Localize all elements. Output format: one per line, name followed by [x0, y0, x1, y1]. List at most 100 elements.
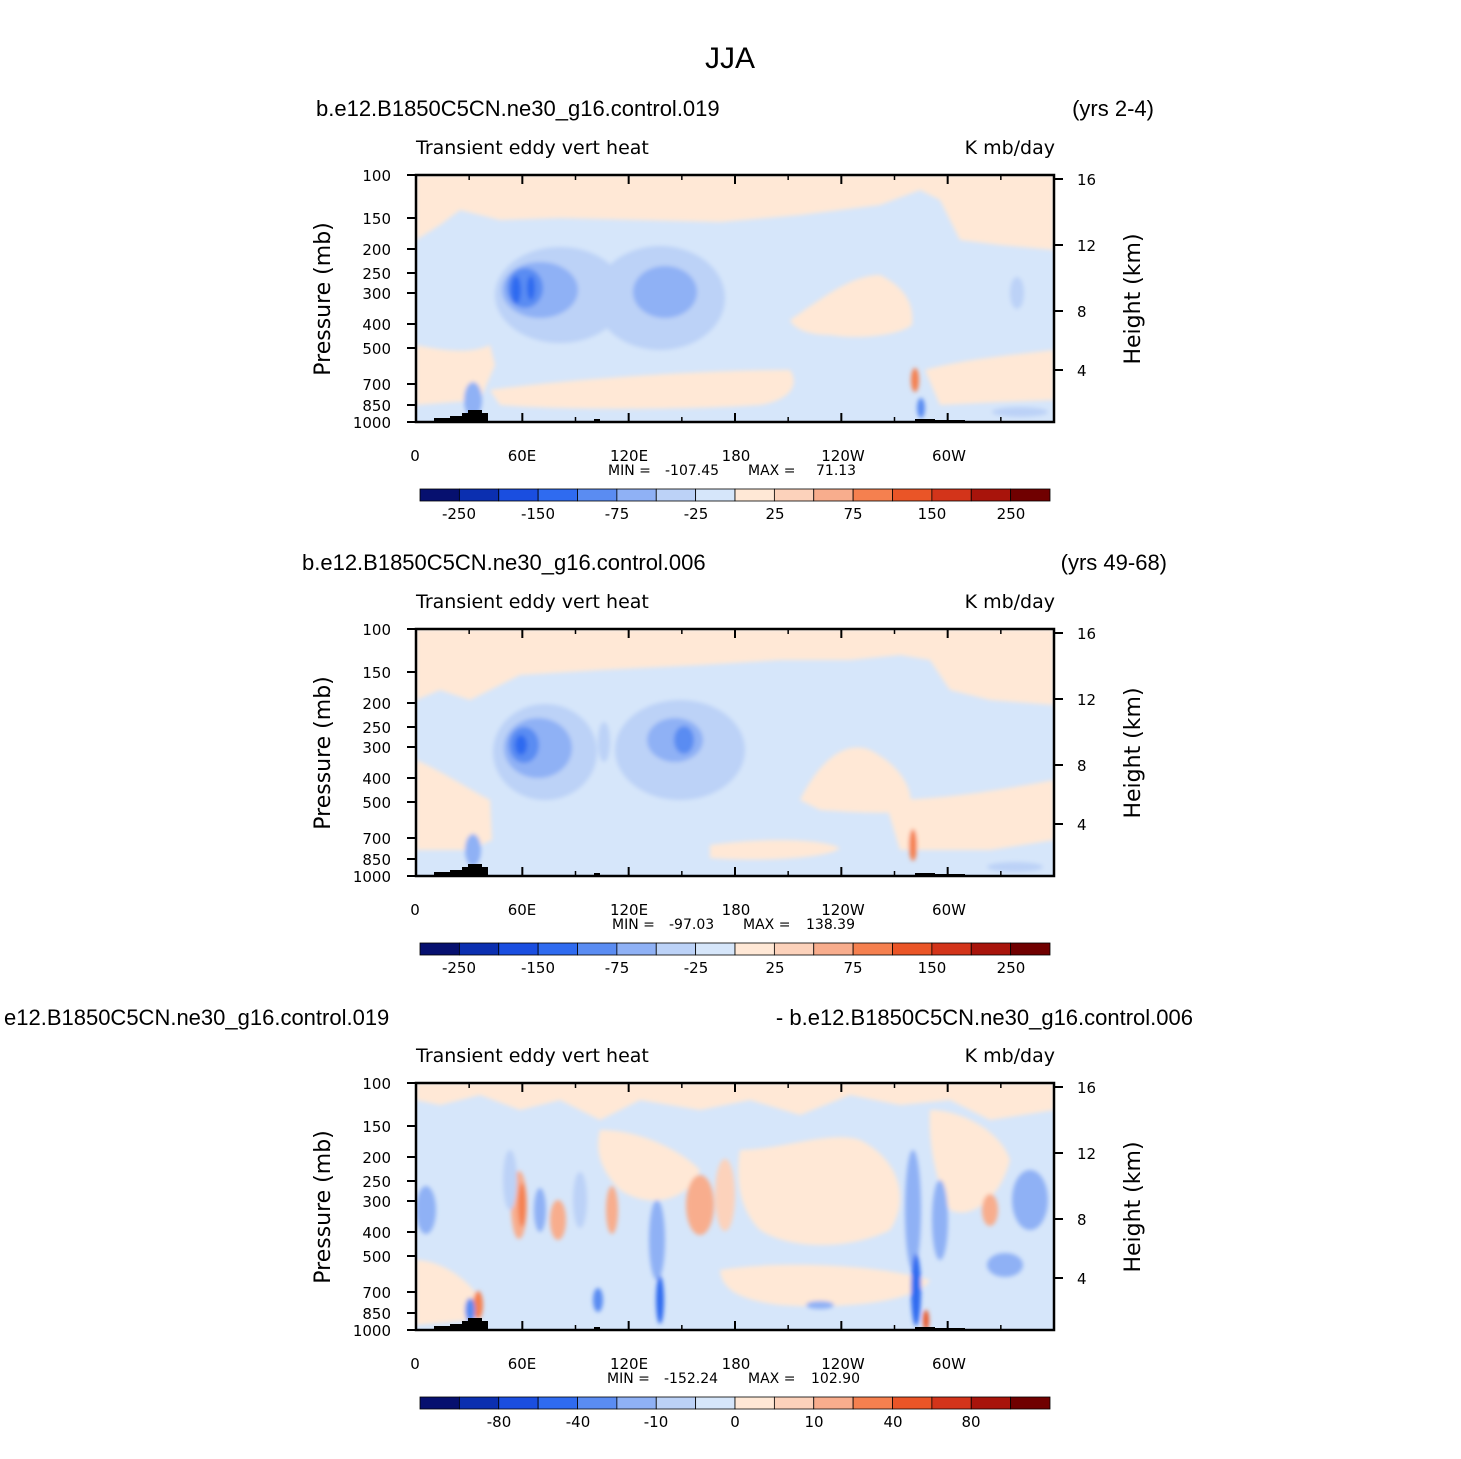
- panel-1-max-label: MAX =: [748, 463, 795, 479]
- panel-1-ytick-label-500: 500: [362, 340, 391, 358]
- panel-3-positive-top: [416, 1083, 1054, 1120]
- panel-2-ytick-label-850: 850: [362, 851, 391, 869]
- panel-3-colorbar-label-5: 40: [883, 1413, 902, 1431]
- panel-3-neg-mark-11: [1012, 1170, 1048, 1230]
- panel-3-positive-low-left: [416, 1260, 480, 1325]
- panel-1-colorbar-box-5: [616, 488, 657, 502]
- panel-3-positive-a: [598, 1130, 700, 1201]
- panel-3-pos-mark-9: [923, 1310, 929, 1330]
- panel-1-ytick-label-1000: 1000: [353, 414, 391, 432]
- panel-2-colorbar-label-5: 75: [843, 959, 862, 977]
- panel-1-colorbar-box-15: [1010, 488, 1051, 502]
- panel-2-small-feature: [598, 722, 610, 762]
- panel-3-pos-mark-5: [715, 1159, 735, 1231]
- panel-3-ytick-label-700: 700: [362, 1284, 391, 1302]
- panel-3-colorbar-box-10: [813, 1396, 854, 1410]
- panel-3-neg-mark-5: [649, 1200, 665, 1280]
- panel-3-neg-mark-4: [573, 1172, 587, 1228]
- panel-2-colorbar-label-6: 150: [918, 959, 947, 977]
- panel-2-positive-low-right: [885, 780, 1054, 850]
- panel-1-colorbar-box-10: [813, 488, 854, 502]
- panel-2-xtick-label-1: 60E: [508, 901, 537, 919]
- panel-2-xtick-label-2: 120E: [610, 901, 648, 919]
- panel-3-neg-mark-14: [806, 1301, 834, 1309]
- panel-2-colorbar-box-2: [498, 942, 539, 956]
- panel-1-colorbar-label-2: -75: [605, 505, 630, 523]
- panel-1-case-title: b.e12.B1850C5CN.ne30_g16.control.019: [316, 96, 720, 121]
- panel-1-colorbar-label-3: -25: [684, 505, 709, 523]
- panel-2-colorbar-box-9: [773, 942, 815, 956]
- panel-1-colorbar-box-14: [970, 488, 1012, 502]
- panel-2-colorbar-box-0: [419, 942, 460, 956]
- panel-2-height-label-4: 4: [1077, 816, 1087, 834]
- panel-3: e12.B1850C5CN.ne30_g16.control.019 - b.e…: [4, 1005, 1193, 1431]
- panel-3-years: - b.e12.B1850C5CN.ne30_g16.control.006: [776, 1005, 1193, 1030]
- panel-1-low-neg-a: [464, 382, 482, 418]
- panel-2-lowlevel-feature: [987, 862, 1043, 872]
- panel-3-neg-mark-10: [932, 1180, 948, 1260]
- panel-3-neg-mark-8: [905, 1150, 921, 1270]
- panel-1-ytick-label-100: 100: [362, 167, 391, 185]
- panel-1-ytick-label-200: 200: [362, 241, 391, 259]
- panel-3-neg-mark-2: [503, 1150, 517, 1210]
- panel-3-min-value: -152.24: [664, 1371, 718, 1387]
- panel-3-ytick-label-150: 150: [362, 1118, 391, 1136]
- panel-1-colorbar-box-7: [695, 488, 736, 502]
- panel-3-colorbar-box-1: [458, 1396, 500, 1410]
- panel-2-max-value: 138.39: [806, 917, 855, 933]
- panel-3-xtick-label-0: 0: [410, 1355, 420, 1373]
- panel-3-ytick-label-200: 200: [362, 1149, 391, 1167]
- panel-2-variable: Transient eddy vert heat: [415, 591, 649, 613]
- panel-3-colorbar-label-0: -80: [487, 1413, 512, 1431]
- panel-1-xtick-label-1: 60E: [508, 447, 537, 465]
- panel-2-positive-low-left: [416, 760, 492, 850]
- panel-1-positive-lower: [490, 370, 794, 409]
- panel-3-positive-low-mid: [720, 1264, 930, 1307]
- panel-3-xtick-label-2: 120E: [610, 1355, 648, 1373]
- panel-3-neg-mark-1: [416, 1186, 436, 1234]
- panel-3-colorbar-box-15: [1010, 1396, 1051, 1410]
- panel-1-ytick-label-700: 700: [362, 376, 391, 394]
- figure-title: JJA: [705, 42, 755, 75]
- panel-1-ytick-label-300: 300: [362, 285, 391, 303]
- panel-3-colorbar-label-4: 10: [804, 1413, 823, 1431]
- panel-1-height-label-8: 8: [1077, 303, 1087, 321]
- panel-3-colorbar: [419, 1396, 1051, 1410]
- panel-3-pos-mark-6: [606, 1186, 618, 1234]
- panel-2-colorbar-box-3: [537, 942, 578, 956]
- panel-1-low-pos-b: [911, 368, 919, 392]
- panel-3-neg-mark-9: [911, 1254, 921, 1326]
- panel-3-ytick-label-400: 400: [362, 1224, 391, 1242]
- panel-1-colorbar-box-8: [734, 488, 775, 502]
- panel-3-height-label-16: 16: [1077, 1079, 1096, 1097]
- panel-2-colorbar-box-7: [695, 942, 736, 956]
- panel-3-colorbar-label-6: 80: [961, 1413, 980, 1431]
- panel-3-xtick-label-1: 60E: [508, 1355, 537, 1373]
- panel-3-colorbar-box-12: [892, 1396, 933, 1410]
- panel-1-colorbar-box-1: [458, 488, 500, 502]
- panel-3-units: K mb/day: [965, 1045, 1055, 1067]
- panel-3-colorbar-label-1: -40: [566, 1413, 591, 1431]
- panel-3-height-label-12: 12: [1077, 1145, 1096, 1163]
- panel-2-xtick-label-5: 60W: [932, 901, 966, 919]
- panel-1-height-label-12: 12: [1077, 237, 1096, 255]
- panel-1-colorbar-box-0: [419, 488, 460, 502]
- panel-3-colorbar-box-3: [537, 1396, 578, 1410]
- panel-2-ytick-label-700: 700: [362, 830, 391, 848]
- panel-2-colorbar-label-0: -250: [442, 959, 476, 977]
- panel-2-colorbar-label-1: -150: [521, 959, 555, 977]
- panel-2-ylabel-right: Height (km): [1121, 687, 1146, 818]
- panel-2-colorbar-box-5: [616, 942, 657, 956]
- panel-1-variable: Transient eddy vert heat: [415, 137, 649, 159]
- panel-3-pos-mark-2: [518, 1183, 526, 1227]
- panel-3-pos-mark-4: [686, 1175, 714, 1235]
- panel-2-ytick-label-200: 200: [362, 695, 391, 713]
- panel-2-xtick-label-0: 0: [410, 901, 420, 919]
- panel-2-jet-west-inner: [674, 726, 694, 754]
- panel-3-colorbar-box-4: [577, 1396, 618, 1410]
- panel-3-pos-mark-7: [473, 1291, 483, 1319]
- panel-2-ytick-label-250: 250: [362, 719, 391, 737]
- panel-3-max-value: 102.90: [811, 1371, 860, 1387]
- panel-2-xtick-label-3: 180: [722, 901, 751, 919]
